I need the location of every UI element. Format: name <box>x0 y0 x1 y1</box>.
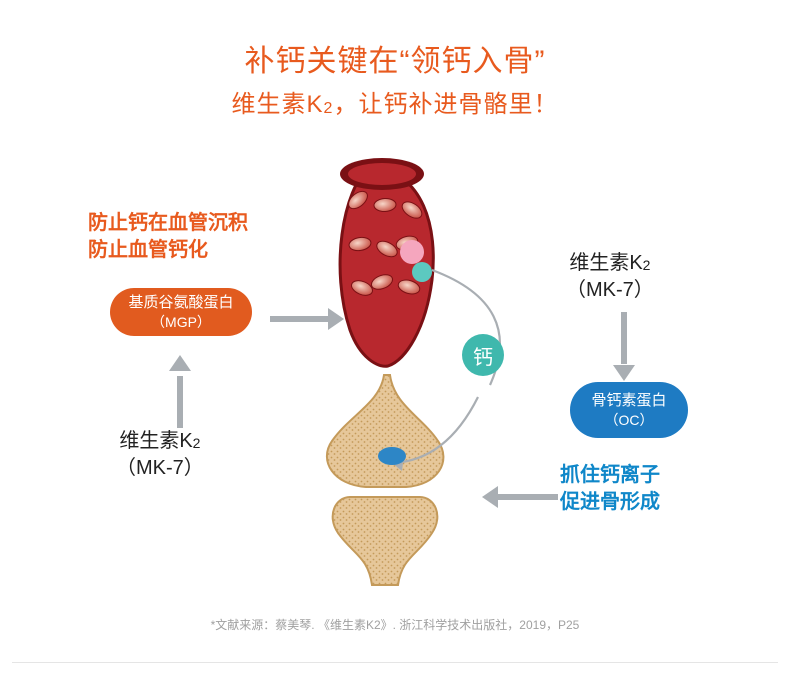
title-line2-post: ，让钙补进骨骼里！ <box>333 91 558 118</box>
title-line1: 补钙关键在“领钙入骨” <box>0 36 790 80</box>
label-grab: 抓住钙离子 促进骨形成 <box>560 462 660 516</box>
bottom-divider <box>12 662 778 663</box>
arrow-oc_to_bone <box>482 486 558 508</box>
label-grab-2: 促进骨形成 <box>560 489 660 516</box>
label-prevent-1: 防止钙在血管沉积 <box>88 210 248 237</box>
label-grab-1: 抓住钙离子 <box>560 462 660 489</box>
label-prevent-2: 防止血管钙化 <box>88 237 248 264</box>
title-block: 补钙关键在“领钙入骨” 维生素K2，让钙补进骨骼里！ <box>0 0 790 119</box>
k2l-mk7: （MK-7） <box>116 455 204 482</box>
title-line2: 维生素K2，让钙补进骨骼里！ <box>0 84 790 119</box>
arrow-k2left_up <box>172 354 188 428</box>
k2l-sub: 2 <box>193 435 201 451</box>
calcium-label: 钙 <box>473 341 493 370</box>
label-k2-left: 维生素K2 （MK-7） <box>116 428 204 482</box>
label-prevent: 防止钙在血管沉积 防止血管钙化 <box>88 210 248 264</box>
pill-mgp: 基质谷氨酸蛋白 （MGP） <box>110 288 252 336</box>
k2r-pre: 维生素K <box>569 252 642 274</box>
arrow-mgp_to_artery <box>270 308 344 330</box>
pill-mgp-l1: 基质谷氨酸蛋白 <box>128 293 233 313</box>
k2l-pre: 维生素K <box>119 430 192 452</box>
k2r-sub: 2 <box>643 257 651 273</box>
pill-mgp-l2: （MGP） <box>151 313 211 331</box>
label-k2-right: 维生素K2 （MK-7） <box>566 250 654 304</box>
diagram-canvas: 防止钙在血管沉积 防止血管钙化 基质谷氨酸蛋白 （MGP） 维生素K2 （MK-… <box>0 150 790 620</box>
arrow-k2right_down <box>616 312 632 386</box>
pill-oc: 骨钙素蛋白 （OC） <box>570 382 688 438</box>
pill-oc-l1: 骨钙素蛋白 <box>591 391 666 411</box>
k2r-mk7: （MK-7） <box>566 277 654 304</box>
pill-oc-l2: （OC） <box>605 411 654 429</box>
title-line2-sub: 2 <box>324 100 334 117</box>
calcium-circle: 钙 <box>462 334 504 376</box>
footnote: *文献来源：蔡美琴. 《维生素K2》. 浙江科学技术出版社，2019，P25 <box>0 616 790 633</box>
title-line2-pre: 维生素K <box>232 91 324 118</box>
